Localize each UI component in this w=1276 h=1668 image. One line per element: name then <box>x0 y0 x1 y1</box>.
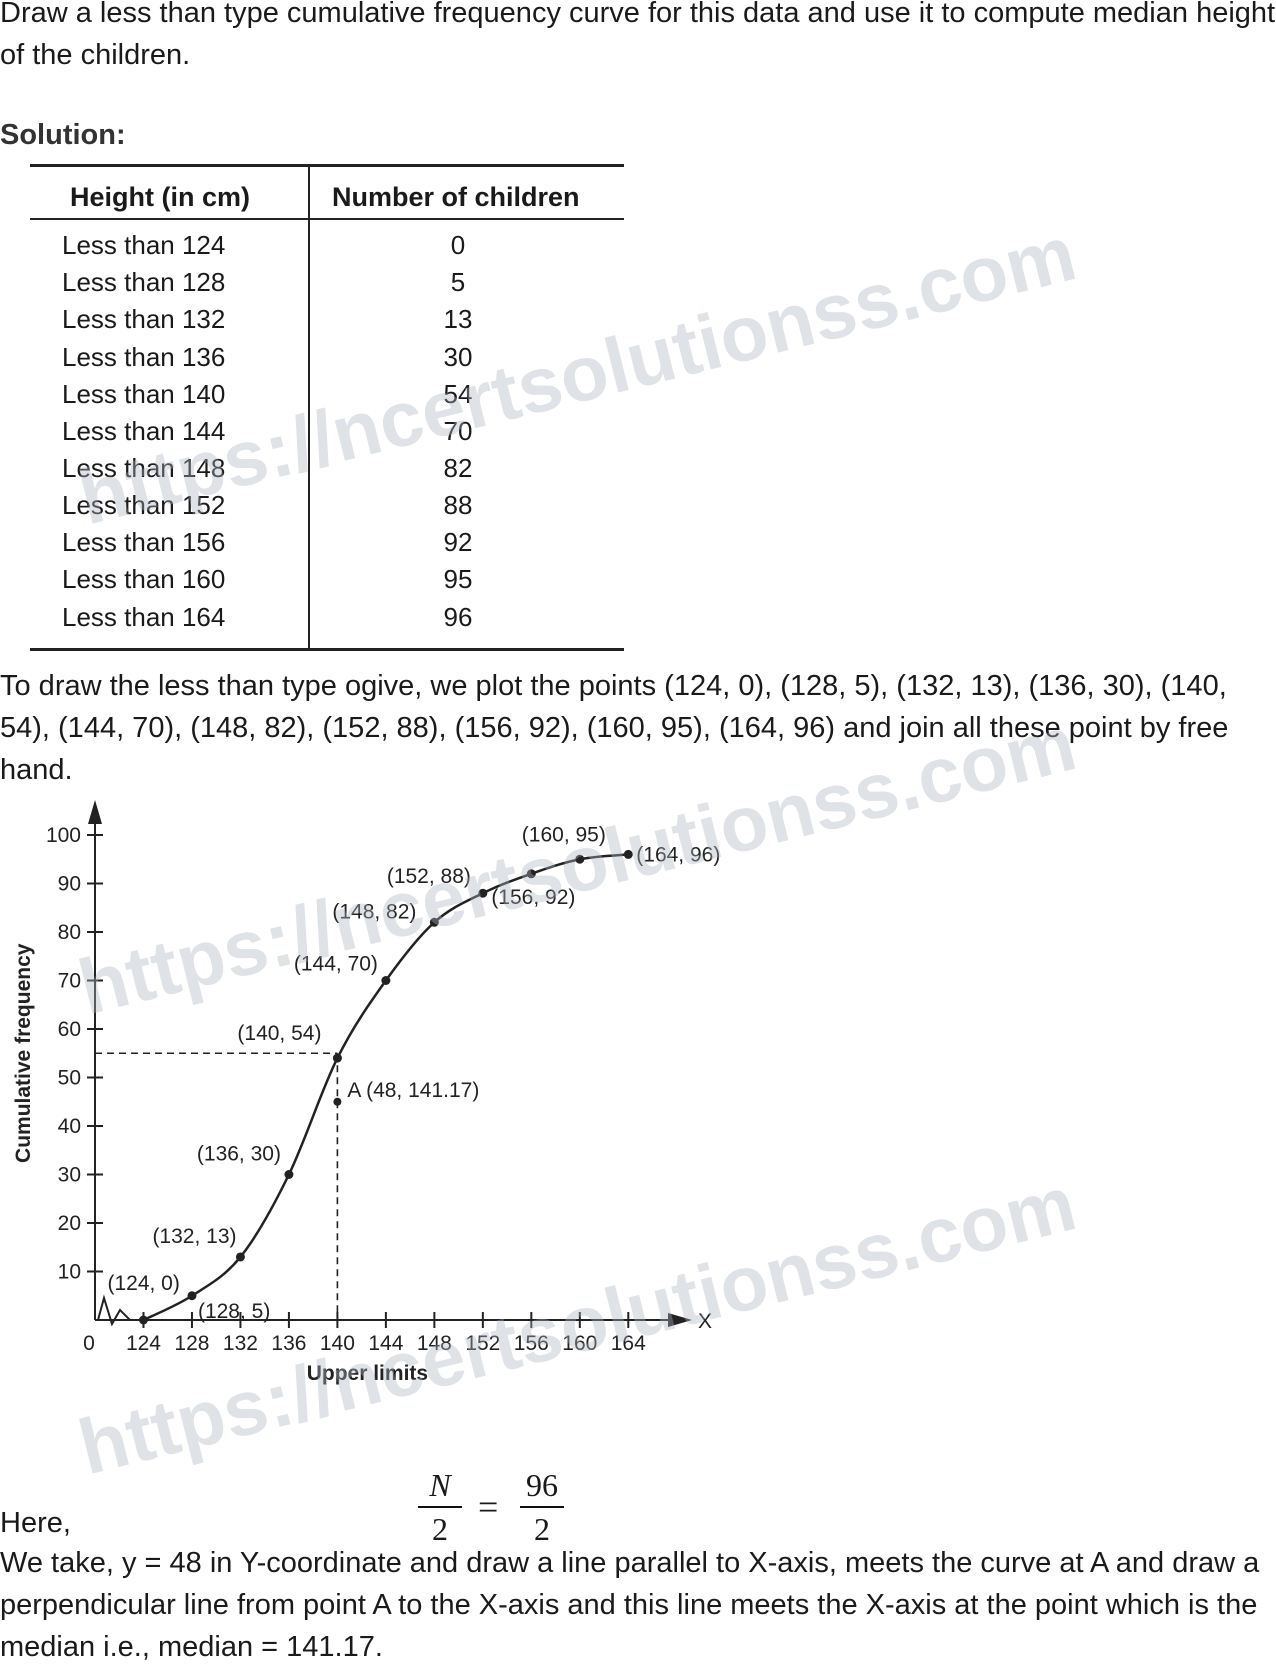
table-cell-children: 88 <box>443 490 473 520</box>
point-label: (148, 82) <box>332 900 416 923</box>
ogive-curve <box>142 853 629 1322</box>
table-cell-height: Less than 156 <box>62 527 226 557</box>
table-top-rule <box>30 164 624 167</box>
table-cell-height: Less than 132 <box>62 304 226 334</box>
y-axis-title: Cumulative frequency <box>12 943 35 1163</box>
ogive-explanation: To draw the less than type ogive, we plo… <box>0 670 1229 786</box>
y-tick-label: 10 <box>58 1261 81 1284</box>
table-cell-height: Less than 128 <box>62 267 226 297</box>
point-label: (160, 95) <box>522 823 606 846</box>
table-cell-children: 54 <box>443 379 473 409</box>
data-point <box>575 854 585 864</box>
x-axis-arrow <box>668 1313 692 1327</box>
table-header-rule <box>30 218 624 220</box>
table-cell-height: Less than 140 <box>62 379 226 409</box>
y-tick-label: 100 <box>46 824 81 847</box>
fraction-n-over-2: N 2 <box>418 1466 462 1548</box>
table-cell-children: 82 <box>443 453 473 483</box>
point-label: (152, 88) <box>387 865 471 888</box>
point-label: (136, 30) <box>197 1143 281 1166</box>
y-tick-label: 70 <box>58 970 81 993</box>
x-tick-label: 144 <box>368 1332 403 1355</box>
conclusion-text: We take, y = 48 in Y-coordinate and draw… <box>0 1547 1260 1663</box>
fraction-bar <box>418 1506 462 1508</box>
table-cell-children: 30 <box>443 342 473 372</box>
table-column-divider <box>308 164 310 650</box>
y-tick-label: 90 <box>58 873 81 896</box>
cumulative-frequency-table: Height (in cm) Number of children Less t… <box>30 164 624 651</box>
fraction-numerator: 96 <box>526 1467 558 1503</box>
point-label: (164, 96) <box>636 843 720 866</box>
fraction-denominator: 2 <box>432 1511 448 1547</box>
ogive-chart: YX0 102030405060708090100124128132136140… <box>0 796 760 1496</box>
table-cell-children: 70 <box>443 416 473 446</box>
x-tick-label: 164 <box>611 1332 646 1355</box>
point-label: (128, 5) <box>198 1300 270 1323</box>
table-cell-height: Less than 152 <box>62 490 226 520</box>
table-cell-height: Less than 164 <box>62 602 226 632</box>
x-tick-label: 156 <box>514 1332 549 1355</box>
x-tick-label: 160 <box>562 1332 597 1355</box>
data-point <box>187 1291 197 1301</box>
table-cell-children: 0 <box>450 230 466 260</box>
table-cell-children: 96 <box>443 602 473 632</box>
y-tick-label: 80 <box>58 921 81 944</box>
data-point <box>526 869 536 879</box>
question-text: Draw a less than type cumulative frequen… <box>0 0 1276 71</box>
x-tick-label: 148 <box>417 1332 452 1355</box>
axis-break-mark <box>97 1294 131 1327</box>
table-cell-children: 13 <box>443 304 473 334</box>
table-cell-height: Less than 148 <box>62 453 226 483</box>
y-tick-label: 50 <box>58 1067 81 1090</box>
x-tick-label: 140 <box>320 1332 355 1355</box>
equals-sign: = <box>478 1487 499 1527</box>
y-tick-label: 20 <box>58 1212 81 1235</box>
median-point-label: A (48, 141.17) <box>347 1079 479 1102</box>
x-tick-label: 124 <box>126 1332 161 1355</box>
table-header-children: Number of children <box>332 182 580 212</box>
table-cell-height: Less than 144 <box>62 416 226 446</box>
x-tick-label: 136 <box>271 1332 306 1355</box>
fraction-bar <box>520 1506 564 1508</box>
ogive-chart-svg: YX0 102030405060708090100124128132136140… <box>12 800 720 1385</box>
table-cell-height: Less than 160 <box>62 564 226 594</box>
point-label: (132, 13) <box>152 1225 236 1248</box>
point-label: (144, 70) <box>294 953 378 976</box>
x-tick-label: 132 <box>223 1332 258 1355</box>
data-point <box>478 888 488 898</box>
x-axis-title: Upper limits <box>307 1362 428 1385</box>
fraction-96-over-2: 96 2 <box>520 1466 564 1548</box>
point-label: (140, 54) <box>237 1022 321 1045</box>
table-cell-children: 5 <box>450 267 466 297</box>
point-label: (156, 92) <box>491 886 575 909</box>
median-point-a <box>333 1097 342 1106</box>
x-tick-label: 152 <box>465 1332 500 1355</box>
table-header-height: Height (in cm) <box>70 182 250 212</box>
y-tick-label: 40 <box>58 1115 81 1138</box>
data-point <box>332 1053 342 1063</box>
solution-heading: Solution: <box>0 119 126 151</box>
data-point <box>381 976 391 985</box>
data-point <box>284 1170 294 1179</box>
y-tick-label: 60 <box>58 1018 81 1041</box>
table-cell-children: 95 <box>443 564 473 594</box>
y-tick-label: 30 <box>58 1164 81 1187</box>
origin-label: 0 <box>83 1332 95 1355</box>
y-axis-arrow <box>88 800 102 824</box>
data-point <box>429 917 439 927</box>
table-cell-children: 92 <box>443 527 473 557</box>
table-cell-height: Less than 124 <box>62 230 226 260</box>
point-label: (124, 0) <box>107 1272 179 1295</box>
here-label: Here, <box>0 1507 71 1539</box>
x-axis-letter: X <box>698 1310 712 1333</box>
data-point <box>138 1315 148 1325</box>
data-point <box>623 849 633 859</box>
table-bottom-rule <box>30 648 624 651</box>
fraction-numerator: N <box>429 1467 451 1503</box>
table-cell-height: Less than 136 <box>62 342 226 372</box>
x-tick-label: 128 <box>174 1332 209 1355</box>
data-point <box>235 1252 245 1262</box>
fraction-denominator: 2 <box>534 1511 550 1547</box>
